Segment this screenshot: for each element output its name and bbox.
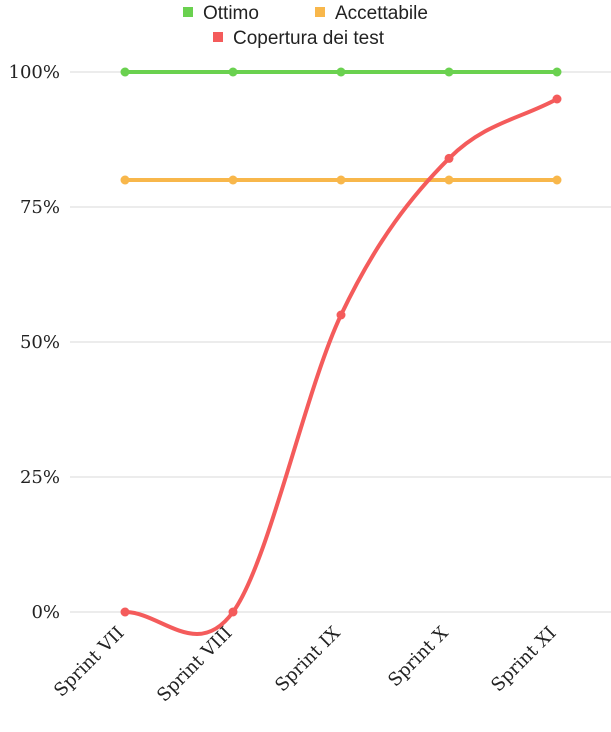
y-tick-label: 100% [9, 62, 60, 83]
data-point [120, 175, 130, 185]
data-point [120, 67, 130, 77]
data-point [552, 175, 562, 185]
data-point [228, 175, 238, 185]
legend-label: Accettabile [335, 3, 428, 24]
data-point [228, 67, 238, 77]
data-point [120, 607, 130, 617]
data-point [228, 607, 238, 617]
legend-label: Copertura dei test [233, 28, 385, 49]
legend-marker [183, 7, 193, 17]
data-point [336, 310, 346, 320]
legend: Ottimo Accettabile Copertura dei test [183, 3, 428, 49]
data-point [444, 67, 454, 77]
legend-marker [213, 32, 223, 42]
y-tick-label: 0% [31, 602, 60, 623]
series-lines [123, 70, 559, 636]
data-point [444, 175, 454, 185]
y-axis-ticks: 0% 25% 50% 75% 100% [9, 62, 60, 623]
y-tick-label: 50% [20, 332, 60, 353]
legend-marker [315, 7, 325, 17]
x-axis-ticks: Sprint VII Sprint VIII Sprint IX Sprint X Sp… [50, 623, 560, 707]
y-tick-label: 75% [20, 197, 60, 218]
data-point [336, 175, 346, 185]
x-tick-label: Sprint X [384, 623, 452, 691]
series-points [120, 67, 562, 617]
x-tick-label: Sprint XI [487, 623, 560, 696]
series-line-2 [123, 97, 559, 636]
legend-label: Ottimo [203, 3, 259, 24]
data-point [552, 67, 562, 77]
x-tick-label: Sprint IX [271, 623, 344, 696]
x-tick-label: Sprint VII [50, 623, 128, 701]
data-point [552, 94, 562, 104]
data-point [444, 153, 454, 163]
data-point [336, 67, 346, 77]
grid-lines [70, 71, 611, 613]
y-tick-label: 25% [20, 467, 60, 488]
